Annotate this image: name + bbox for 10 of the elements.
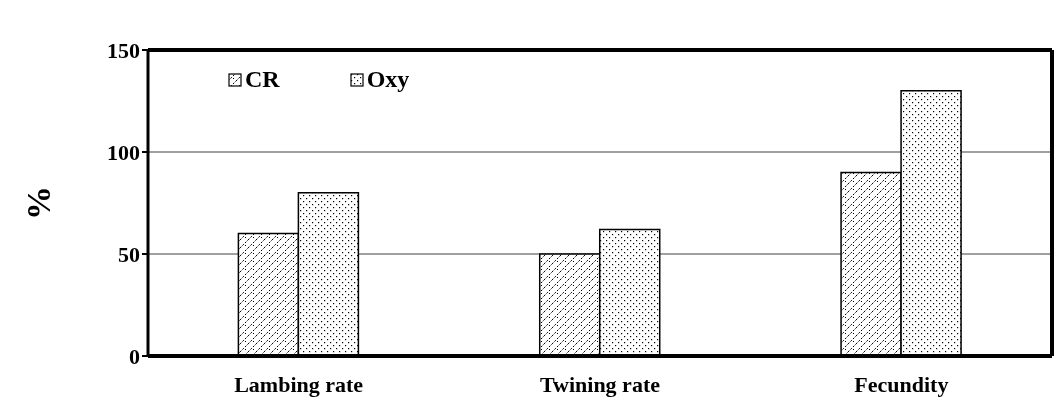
- y-tick-label: 100: [107, 139, 140, 165]
- y-tick-label: 150: [107, 37, 140, 63]
- x-tick-label: Fecundity: [854, 371, 949, 397]
- legend-label: Oxy: [366, 66, 410, 93]
- y-tick-label: 50: [118, 241, 140, 267]
- legend-label: CR: [245, 66, 280, 93]
- y-axis-title: %: [20, 186, 58, 220]
- x-tick-label: Twining rate: [540, 371, 661, 397]
- y-tick-label: 0: [129, 343, 140, 369]
- x-tick-label: Lambing rate: [234, 371, 364, 397]
